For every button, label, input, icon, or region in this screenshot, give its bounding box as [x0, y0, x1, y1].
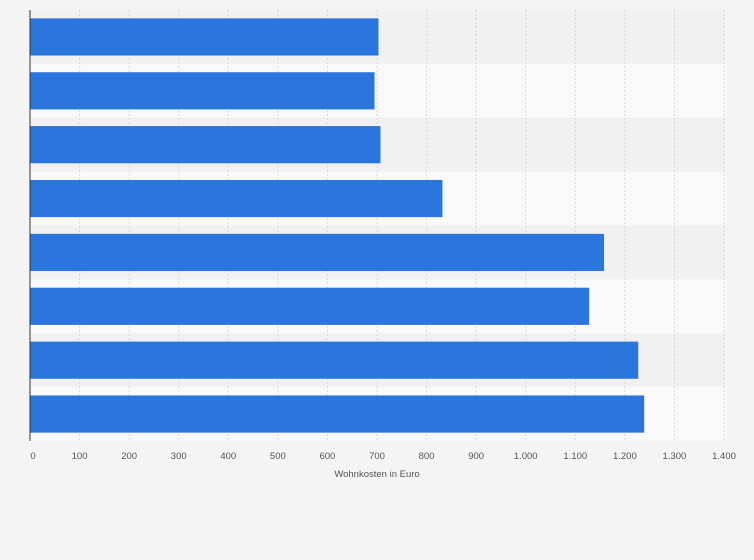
bar[interactable]: [30, 233, 605, 272]
x-tick-label: 1.200: [613, 451, 637, 462]
x-tick-label: 100: [72, 451, 88, 462]
x-axis-ticks: 0 100 200 300 400 500 600 700 800 900 1.000 1.100 1.…: [30, 451, 736, 462]
bar[interactable]: [30, 395, 645, 433]
bar[interactable]: [30, 179, 443, 218]
x-tick-label: 600: [319, 451, 335, 462]
x-tick-label: 800: [419, 451, 435, 462]
x-tick-label: 400: [220, 451, 236, 462]
x-tick-label: 1.000: [514, 451, 538, 462]
x-tick-label: 1.400: [712, 451, 736, 462]
bar[interactable]: [30, 126, 381, 164]
x-axis-title: Wohnkosten in Euro: [334, 469, 419, 480]
x-tick-label: 0: [30, 451, 35, 462]
x-tick-label: 500: [270, 451, 286, 462]
x-tick-label: 300: [171, 451, 187, 462]
bar[interactable]: [30, 72, 375, 110]
x-tick-label: 1.100: [563, 451, 587, 462]
bar[interactable]: [30, 287, 590, 325]
x-tick-label: 900: [468, 451, 484, 462]
x-tick-label: 700: [369, 451, 385, 462]
x-tick-label: 200: [121, 451, 137, 462]
bar[interactable]: [30, 18, 379, 56]
bars: [30, 18, 645, 433]
x-tick-label: 1.300: [663, 451, 687, 462]
bar[interactable]: [30, 341, 639, 379]
